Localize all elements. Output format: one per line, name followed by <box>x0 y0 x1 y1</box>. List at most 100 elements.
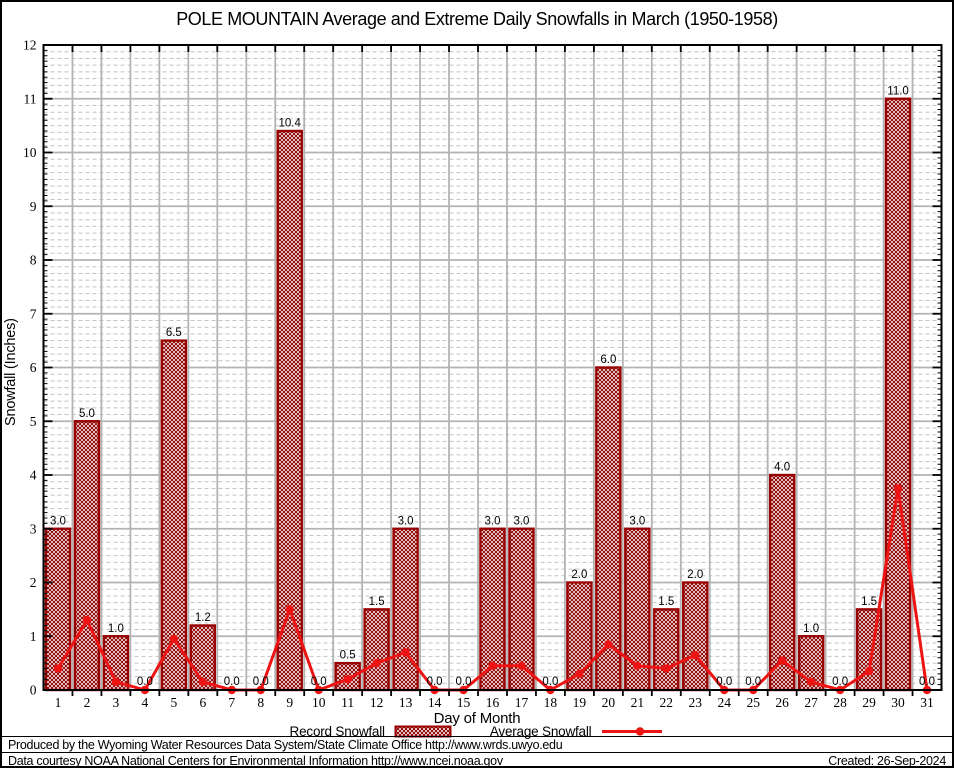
y-tick-9: 9 <box>30 199 37 214</box>
x-tick-12: 12 <box>370 695 384 710</box>
x-tick-19: 19 <box>573 695 587 710</box>
bar-day-2 <box>73 420 101 692</box>
avg-marker-day-5 <box>169 634 179 644</box>
bar-day-23 <box>682 581 709 692</box>
y-tick-8: 8 <box>30 253 37 268</box>
x-tick-23: 23 <box>689 695 703 710</box>
bar-label-day-4: 0.0 <box>137 676 153 688</box>
y-tick-10: 10 <box>23 145 37 160</box>
x-tick-30: 30 <box>891 695 905 710</box>
legend-item-average: Average Snowfall <box>490 724 665 739</box>
footer-courtesy-text: Data courtesy NOAA National Centers for … <box>8 754 503 768</box>
bar-label-day-7: 0.0 <box>224 676 240 688</box>
avg-marker-day-19 <box>575 669 584 679</box>
bar-label-day-14: 0.0 <box>427 676 443 688</box>
avg-marker-day-30 <box>893 484 903 493</box>
x-tick-18: 18 <box>544 695 558 710</box>
bar-label-day-5: 6.5 <box>166 327 182 339</box>
footer-data-courtesy: Data courtesy NOAA National Centers for … <box>2 752 952 768</box>
x-tick-22: 22 <box>660 695 674 710</box>
x-tick-labels: 1 2 3 4 5 6 7 8 9 10 11 12 13 14 15 16 17 18 19 20 21 22 23 24 2… <box>55 695 934 710</box>
avg-marker-day-20 <box>604 640 613 649</box>
bar-label-day-23: 2.0 <box>687 569 703 581</box>
legend-average-label: Average Snowfall <box>489 724 592 739</box>
x-tick-27: 27 <box>804 695 818 710</box>
bar-label-day-24: 0.0 <box>716 676 732 688</box>
avg-marker-day-17 <box>517 661 526 671</box>
y-tick-4: 4 <box>30 468 37 483</box>
x-tick-5: 5 <box>170 695 177 710</box>
axis-ticks <box>43 44 942 696</box>
bar-label-day-11: 0.5 <box>340 650 356 662</box>
bar-day-26 <box>768 473 796 692</box>
y-axis-label: Snowfall (Inches) <box>3 318 19 426</box>
y-tick-12: 12 <box>23 38 37 53</box>
legend: Record Snowfall Average Snowfall <box>2 724 952 739</box>
bar-label-day-15: 0.0 <box>456 676 472 688</box>
bar-day-30 <box>884 97 912 692</box>
bar-label-day-30: 11.0 <box>887 85 909 97</box>
x-tick-16: 16 <box>486 695 500 710</box>
average-snowfall-swatch-icon <box>602 727 663 736</box>
y-tick-1: 1 <box>30 629 37 644</box>
x-tick-21: 21 <box>631 695 645 710</box>
bar-label-day-18: 0.0 <box>542 676 558 688</box>
x-tick-6: 6 <box>199 695 206 710</box>
bar-label-day-31: 0.0 <box>919 676 935 688</box>
x-tick-9: 9 <box>286 695 293 710</box>
x-tick-8: 8 <box>257 695 264 710</box>
x-tick-25: 25 <box>746 695 760 710</box>
bar-label-day-28: 0.0 <box>832 676 848 688</box>
avg-marker-day-1 <box>53 664 63 673</box>
bar-label-day-19: 2.0 <box>571 569 587 581</box>
footer-created-date: Created: 26-Sep-2024 <box>828 754 946 768</box>
bar-label-day-20: 6.0 <box>600 354 616 366</box>
bar-day-5 <box>160 339 188 692</box>
y-tick-2: 2 <box>30 575 37 590</box>
x-tick-1: 1 <box>55 695 62 710</box>
bar-day-13 <box>392 527 419 692</box>
bar-day-11 <box>334 661 361 692</box>
bar-day-22 <box>653 608 680 692</box>
x-tick-2: 2 <box>84 695 91 710</box>
bar-label-day-25: 0.0 <box>745 676 761 688</box>
bar-label-day-17: 3.0 <box>513 515 529 527</box>
avg-marker-day-3 <box>111 677 121 687</box>
x-tick-11: 11 <box>341 695 354 710</box>
bar-label-day-6: 1.2 <box>195 612 211 624</box>
x-tick-24: 24 <box>717 695 731 710</box>
bar-label-day-8: 0.0 <box>253 676 269 688</box>
bar-label-day-22: 1.5 <box>658 596 674 608</box>
bar-label-day-21: 3.0 <box>629 515 645 527</box>
x-tick-3: 3 <box>113 695 120 710</box>
x-tick-4: 4 <box>142 695 149 710</box>
bar-label-day-27: 1.0 <box>803 623 819 635</box>
y-tick-7: 7 <box>30 306 37 321</box>
x-axis-label: Day of Month <box>433 710 521 727</box>
avg-marker-day-11 <box>343 675 352 684</box>
avg-marker-day-21 <box>633 661 642 671</box>
avg-marker-day-2 <box>82 615 92 625</box>
y-tick-3: 3 <box>30 521 37 536</box>
bar-label-day-2: 5.0 <box>79 408 95 420</box>
x-tick-20: 20 <box>602 695 616 710</box>
y-tick-0: 0 <box>30 683 37 698</box>
avg-marker-day-12 <box>372 658 381 668</box>
x-tick-14: 14 <box>428 695 442 710</box>
bar-day-9 <box>276 129 303 692</box>
avg-marker-day-29 <box>864 666 874 676</box>
avg-marker-day-9 <box>285 605 294 614</box>
bar-label-day-16: 3.0 <box>485 515 501 527</box>
bar-label-day-9: 10.4 <box>279 118 302 130</box>
bar-label-day-13: 3.0 <box>398 515 414 527</box>
x-tick-17: 17 <box>515 695 529 710</box>
avg-marker-day-22 <box>662 664 671 673</box>
bar-day-12 <box>363 608 390 692</box>
x-tick-29: 29 <box>862 695 876 710</box>
footer-produced-by: Produced by the Wyoming Water Resources … <box>2 736 952 752</box>
x-tick-31: 31 <box>920 695 934 710</box>
bar-label-day-3: 1.0 <box>108 623 124 635</box>
x-tick-10: 10 <box>312 695 326 710</box>
grid-major <box>43 45 942 690</box>
